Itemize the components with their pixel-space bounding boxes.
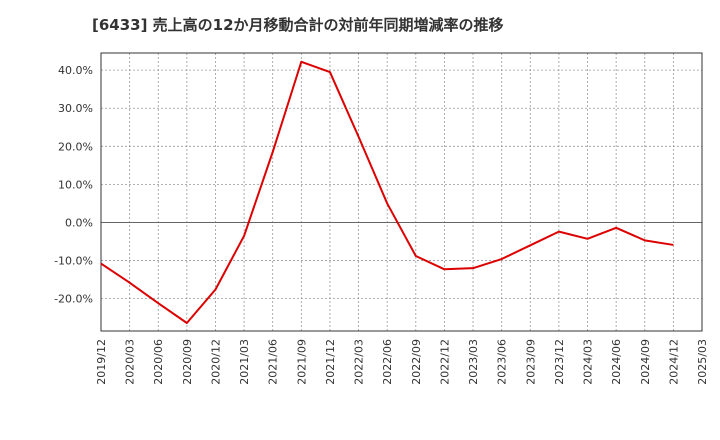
plot-frame xyxy=(100,52,703,332)
x-tick-label: 2022/12 xyxy=(438,339,451,385)
series-line xyxy=(100,60,674,324)
chart-title: [6433] 売上高の12か月移動合計の対前年同期増減率の推移 xyxy=(92,16,504,34)
x-tick-label: 2022/06 xyxy=(381,339,394,385)
x-tick-label: 2024/12 xyxy=(667,339,680,385)
x-tick-label: 2022/09 xyxy=(410,339,423,385)
x-tick-label: 2020/06 xyxy=(152,339,165,385)
y-tick-label: -10.0% xyxy=(54,255,93,268)
y-gridlines xyxy=(101,69,702,300)
x-tick-label: 2023/03 xyxy=(467,339,480,385)
x-tick-label: 2020/09 xyxy=(181,339,194,385)
y-tick-label: -20.0% xyxy=(54,293,93,306)
x-tick-label: 2021/09 xyxy=(295,339,308,385)
x-tick-label: 2024/06 xyxy=(610,339,623,385)
x-tick-label: 2023/12 xyxy=(553,339,566,385)
x-tick-label: 2024/09 xyxy=(639,339,652,385)
y-tick-label: 40.0% xyxy=(58,64,93,77)
y-tick-label: 10.0% xyxy=(58,178,93,191)
y-tick-label: 0.0% xyxy=(65,216,93,229)
series-group xyxy=(100,60,674,324)
x-tick-label: 2023/06 xyxy=(496,339,509,385)
x-tick-label: 2022/03 xyxy=(353,339,366,385)
x-tick-label: 2019/12 xyxy=(95,339,108,385)
x-tick-label: 2025/03 xyxy=(696,339,709,385)
x-tick-label: 2020/12 xyxy=(209,339,222,385)
x-tick-label: 2020/03 xyxy=(124,339,137,385)
y-axis-labels: 40.0% 30.0% 20.0% 10.0% 0.0% -10.0% -20.0% xyxy=(54,64,93,305)
x-tick-label: 2021/12 xyxy=(324,339,337,385)
x-tick-label: 2021/03 xyxy=(238,339,251,385)
x-axis-labels: 2019/12 2020/03 2020/06 2020/09 2020/12 2021/… xyxy=(95,339,709,385)
x-tick-label: 2021/06 xyxy=(267,339,280,385)
x-tick-label: 2024/03 xyxy=(582,339,595,385)
y-tick-label: 30.0% xyxy=(58,102,93,115)
y-tick-label: 20.0% xyxy=(58,140,93,153)
x-gridlines xyxy=(129,53,674,331)
x-tick-label: 2023/09 xyxy=(524,339,537,385)
